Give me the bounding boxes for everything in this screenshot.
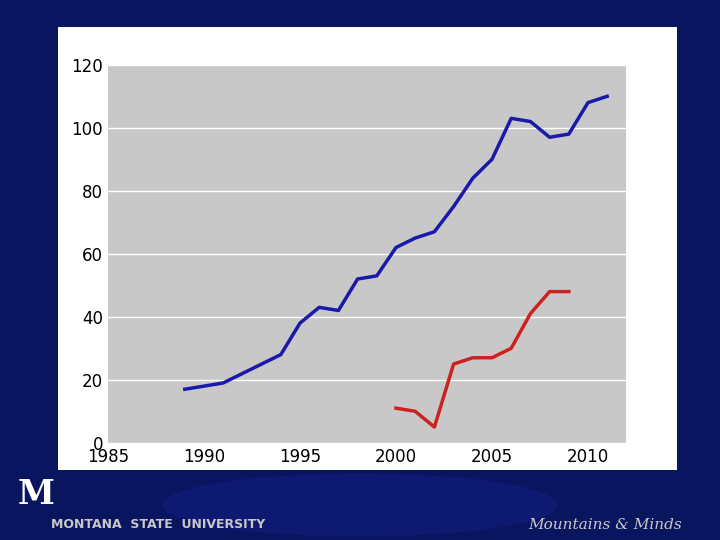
Text: MONTANA  STATE  UNIVERSITY: MONTANA STATE UNIVERSITY bbox=[51, 518, 266, 531]
Ellipse shape bbox=[162, 473, 558, 537]
Text: Mountains & Minds: Mountains & Minds bbox=[528, 517, 682, 531]
Text: M: M bbox=[17, 478, 55, 511]
